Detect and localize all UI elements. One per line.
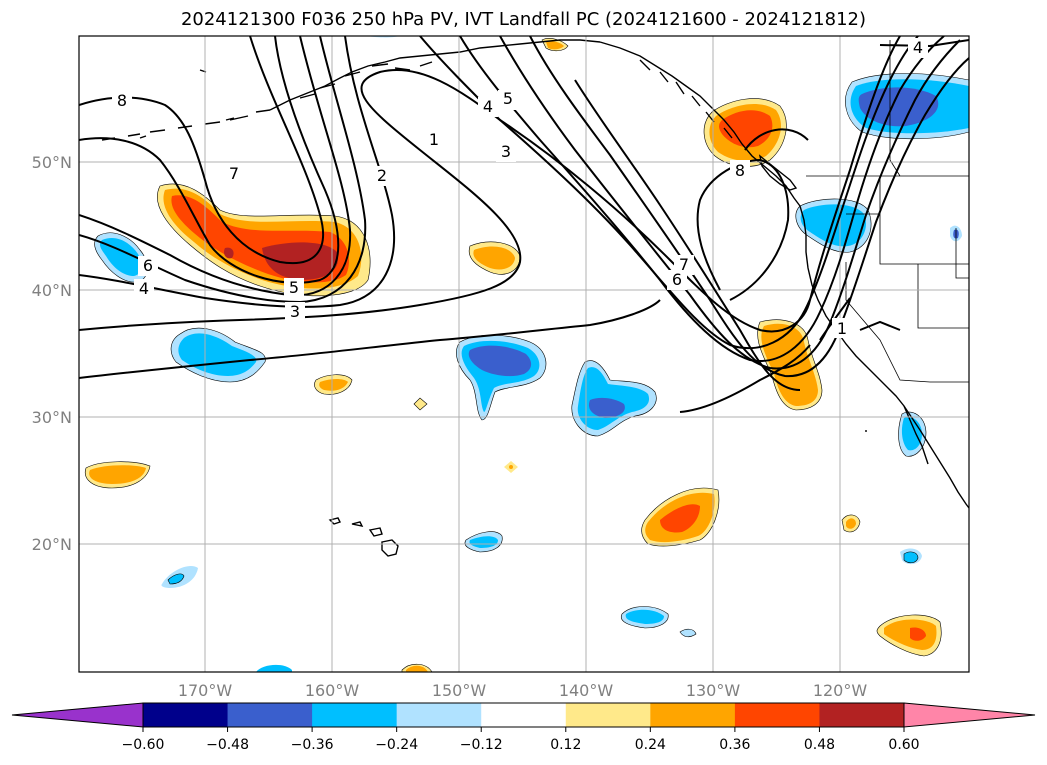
- contour-label: 5: [503, 89, 513, 108]
- colorbar-segment: [312, 703, 398, 727]
- contour-label: 7: [679, 255, 689, 274]
- contour-label: 6: [143, 256, 153, 275]
- contour-label: 3: [501, 142, 511, 161]
- colorbar-segment: [734, 703, 820, 727]
- lat-label: 30°N: [32, 408, 72, 427]
- coastlines: [101, 39, 969, 557]
- colorbar: −0.60 −0.48 −0.36 −0.24 −0.12 0.12 0.24 0.36 0.4…: [11, 702, 1036, 753]
- positive-anomaly-southeast: [876, 614, 942, 657]
- colorbar-tick-label: −0.12: [460, 737, 503, 753]
- colorbar-segments: [143, 703, 905, 727]
- negative-anomaly-small-7: [679, 628, 697, 638]
- page-title: 2024121300 F036 250 hPa PV, IVT Landfall…: [180, 9, 867, 30]
- colorbar-tick-label: −0.36: [291, 737, 334, 753]
- lon-label: 150°W: [432, 681, 487, 700]
- contour-label: 8: [735, 161, 745, 180]
- colorbar-extend-high: [903, 702, 1036, 728]
- colorbar-segment: [143, 703, 229, 727]
- colorbar-segment: [227, 703, 313, 727]
- positive-anomaly-small-5: [413, 397, 428, 411]
- lat-label: 50°N: [32, 153, 72, 172]
- lon-label: 160°W: [305, 681, 360, 700]
- positive-anomaly-small-6-core: [509, 465, 513, 469]
- negative-anomaly-small-4-core: [903, 551, 919, 564]
- negative-anomaly-small-1-core: [469, 536, 498, 548]
- negative-anomaly-central: [456, 334, 547, 421]
- latitude-labels: 50°N 40°N 30°N 20°N: [32, 153, 72, 554]
- colorbar-segment: [650, 703, 736, 727]
- lat-label: 40°N: [32, 281, 72, 300]
- colorbar-extend-low: [11, 702, 144, 728]
- contour-label: 4: [483, 97, 493, 116]
- contour-labels: 8 7 6 4 5 3 2 1 4 5 3 7 6 8: [112, 38, 928, 338]
- lon-label: 130°W: [686, 681, 741, 700]
- colorbar-tick-label: 0.12: [550, 737, 581, 753]
- colorbar-tick-label: 0.36: [719, 737, 750, 753]
- negative-anomaly-small-2-core: [625, 609, 664, 624]
- colorbar-segment: [819, 703, 905, 727]
- negative-anomaly-small-3-core: [167, 573, 185, 585]
- negative-anomaly-pacific-nw: [795, 198, 872, 253]
- colorbar-tick-label: −0.48: [206, 737, 249, 753]
- colorbar-segment: [481, 703, 567, 727]
- lat-label: 20°N: [32, 535, 72, 554]
- contour-label: 1: [429, 130, 439, 149]
- positive-anomaly-far-west-small: [84, 461, 151, 489]
- colorbar-segment: [565, 703, 651, 727]
- colorbar-tick-label: 0.24: [635, 737, 666, 753]
- contour-label: 1: [837, 319, 847, 338]
- contour-label: 8: [117, 91, 127, 110]
- colorbar-frame: [142, 702, 905, 728]
- negative-anomaly-small-6: [256, 664, 292, 672]
- contour-label: 4: [139, 279, 149, 298]
- colorbar-tick-label: 0.48: [804, 737, 835, 753]
- colorbar-tick-label: −0.24: [375, 737, 418, 753]
- positive-anomaly-small-3-core: [406, 665, 428, 672]
- colorbar-segment: [396, 703, 482, 727]
- positive-anomaly-small-4-core: [846, 518, 856, 529]
- contour-label: 2: [377, 166, 387, 185]
- positive-anomaly-small-1: [314, 374, 353, 395]
- longitude-labels: 170°W 160°W 150°W 140°W 130°W 120°W: [178, 681, 868, 700]
- negative-anomaly-canada: [845, 73, 969, 140]
- positive-anomaly-small-2-core: [546, 41, 564, 50]
- colorbar-tick-label: −0.60: [122, 737, 165, 753]
- lon-label: 140°W: [559, 681, 614, 700]
- contour-label: 6: [672, 270, 682, 289]
- contour-label: 3: [290, 302, 300, 321]
- lon-label: 170°W: [178, 681, 233, 700]
- map-content: 8 7 6 4 5 3 2 1 4 5 3 7 6 8: [79, 36, 969, 672]
- colorbar-ticks: −0.60 −0.48 −0.36 −0.24 −0.12 0.12 0.24 0.36 0.4…: [122, 727, 920, 753]
- colorbar-tick-label: 0.60: [888, 737, 919, 753]
- positive-anomaly-subtropical: [641, 487, 720, 547]
- contour-label: 7: [229, 164, 239, 183]
- contour-label: 5: [289, 278, 299, 297]
- contour-label: 4: [913, 38, 923, 57]
- lon-label: 120°W: [813, 681, 868, 700]
- map-frame: [78, 35, 970, 673]
- pv-contours: [79, 36, 969, 413]
- positive-anomaly-bc-coast: [703, 98, 787, 167]
- graticule: [79, 36, 969, 672]
- positive-anomaly-central: [468, 241, 521, 275]
